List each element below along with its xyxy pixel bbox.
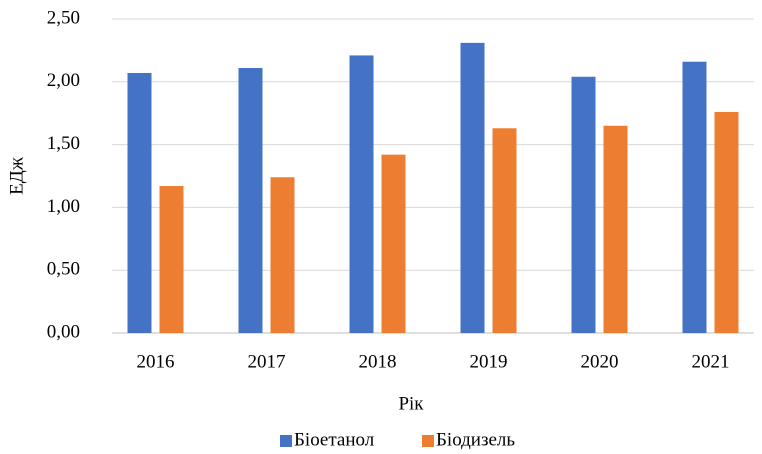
bar — [714, 111, 739, 333]
bar — [460, 42, 485, 333]
y-axis-label: ЕДж — [6, 156, 27, 195]
legend-label: Біоетанол — [294, 429, 375, 450]
bar — [349, 55, 374, 333]
bar — [381, 154, 406, 333]
y-tick-label: 1,50 — [47, 133, 80, 154]
x-tick-label: 2021 — [692, 351, 730, 372]
x-tick-label: 2019 — [470, 351, 508, 372]
x-tick-label: 2020 — [581, 351, 619, 372]
legend-label: Біодизель — [436, 429, 515, 450]
legend-swatch — [280, 435, 292, 447]
bar — [238, 67, 263, 333]
bar — [270, 177, 295, 333]
y-tick-label: 0,50 — [47, 259, 80, 280]
bar — [492, 128, 517, 333]
legend-swatch — [422, 435, 434, 447]
y-tick-label: 2,50 — [47, 7, 80, 28]
x-tick-label: 2016 — [137, 351, 175, 372]
bar — [571, 76, 596, 333]
bar — [603, 125, 628, 333]
y-tick-label: 0,00 — [47, 321, 80, 342]
bar — [127, 73, 152, 334]
bar — [682, 61, 707, 333]
bar — [159, 186, 184, 333]
y-tick-label: 2,00 — [47, 70, 80, 91]
y-tick-label: 1,00 — [47, 196, 80, 217]
x-axis-label: Рік — [398, 393, 424, 414]
x-tick-label: 2018 — [359, 351, 397, 372]
x-tick-label: 2017 — [248, 351, 286, 372]
